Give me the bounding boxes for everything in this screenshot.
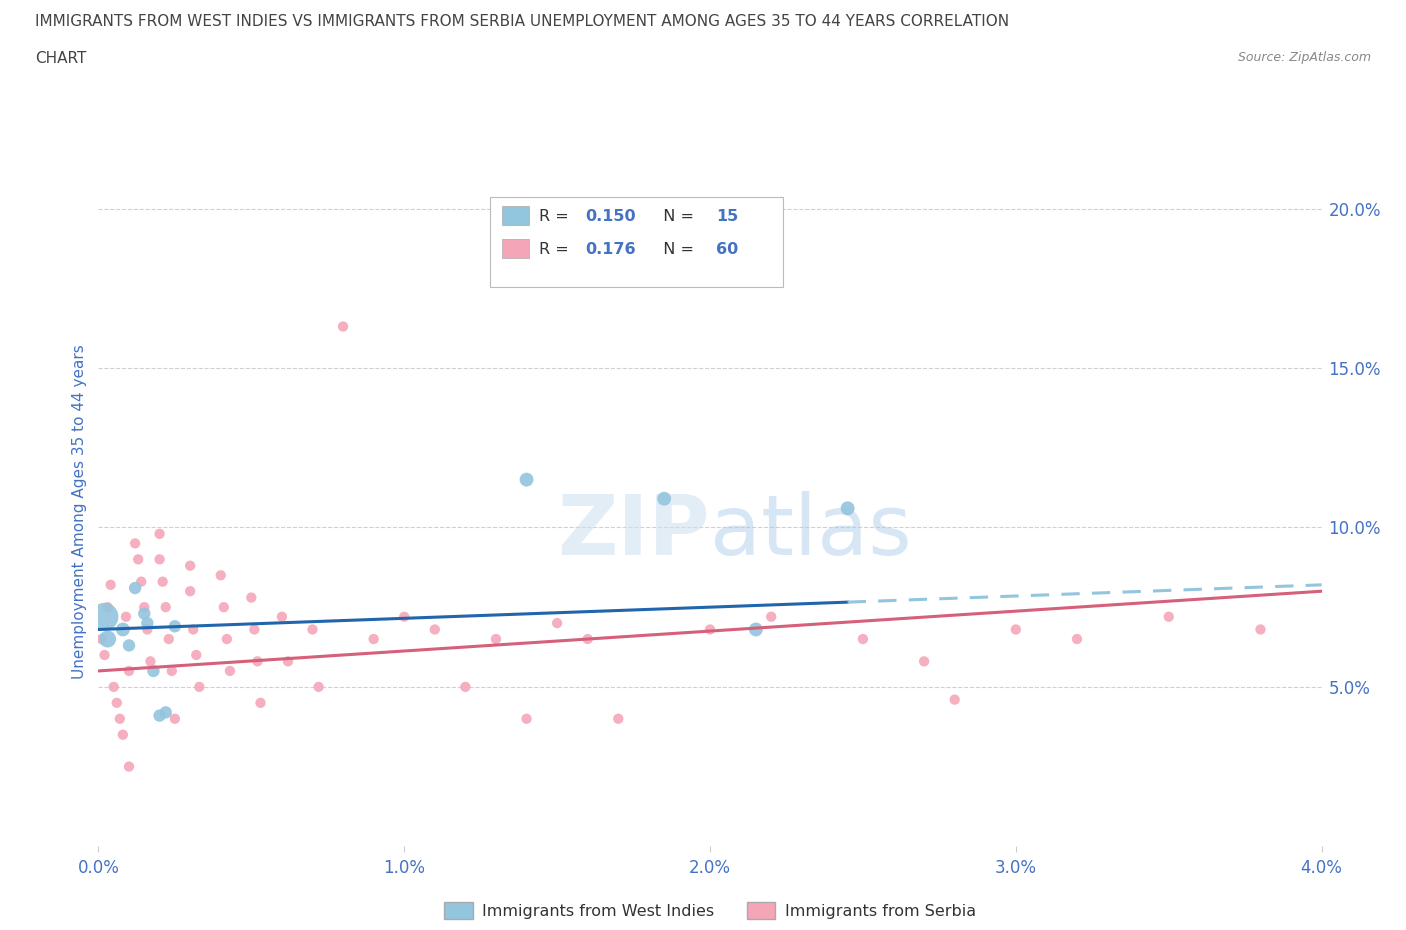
Point [118,663,141,678]
Point [90,631,112,646]
Point [163,618,186,633]
Point [652,491,675,506]
Point [179,584,201,599]
Point [149,551,172,566]
Point [1157,609,1180,624]
Point [160,663,183,678]
Point [115,609,138,624]
Text: 0.176: 0.176 [585,242,636,258]
Point [97,600,120,615]
Point [186,647,208,662]
Point [485,631,508,646]
Point [181,622,204,637]
Point [546,616,568,631]
Point [136,622,159,637]
Point [943,692,966,707]
FancyBboxPatch shape [489,197,783,287]
Point [163,711,186,726]
Point [149,708,172,723]
Y-axis label: Unemployment Among Ages 35 to 44 years: Unemployment Among Ages 35 to 44 years [72,344,87,679]
Point [607,711,630,726]
Point [111,727,134,742]
Point [155,705,177,720]
Point [363,631,385,646]
Point [129,574,152,589]
Point [97,631,120,646]
Text: CHART: CHART [35,51,87,66]
Point [1066,631,1088,646]
Point [308,680,330,695]
Point [249,696,271,711]
Point [136,616,159,631]
Point [127,551,149,566]
Point [111,622,134,637]
Text: R =: R = [538,208,574,224]
Point [576,631,599,646]
Point [108,711,131,726]
Text: N =: N = [652,242,699,258]
Point [301,622,323,637]
Text: N =: N = [652,208,699,224]
Point [209,568,232,583]
Point [759,609,782,624]
Point [454,680,477,695]
Point [188,680,211,695]
Point [243,622,266,637]
Point [149,526,172,541]
Point [246,654,269,669]
Text: R =: R = [538,242,574,258]
Text: ZIP: ZIP [558,491,710,572]
Point [852,631,875,646]
Point [516,472,538,487]
Point [699,622,721,637]
Point [100,578,122,592]
Point [516,711,538,726]
Point [240,591,263,605]
Point [103,680,125,695]
Point [837,501,859,516]
Point [134,600,156,615]
Point [270,609,294,624]
Point [423,622,446,637]
Point [142,663,165,678]
Point [93,647,115,662]
Bar [502,239,529,259]
Point [93,609,115,624]
Point [124,536,146,551]
Point [1004,622,1026,637]
Point [1249,622,1271,637]
Text: 60: 60 [716,242,738,258]
Point [332,319,354,334]
Text: Source: ZipAtlas.com: Source: ZipAtlas.com [1237,51,1371,64]
Point [124,580,146,595]
Point [912,654,935,669]
Point [392,609,416,624]
Legend: Immigrants from West Indies, Immigrants from Serbia: Immigrants from West Indies, Immigrants … [437,896,983,925]
Point [179,558,201,573]
Point [152,574,174,589]
Text: 0.150: 0.150 [585,208,636,224]
Text: 15: 15 [716,208,738,224]
Point [134,606,156,621]
Point [155,600,177,615]
Point [212,600,235,615]
Text: IMMIGRANTS FROM WEST INDIES VS IMMIGRANTS FROM SERBIA UNEMPLOYMENT AMONG AGES 35: IMMIGRANTS FROM WEST INDIES VS IMMIGRANT… [35,14,1010,29]
Point [105,696,128,711]
Point [219,663,242,678]
Text: atlas: atlas [710,491,911,572]
Point [277,654,299,669]
Point [745,622,768,637]
Point [118,759,141,774]
Point [157,631,180,646]
Point [215,631,238,646]
Bar [502,206,529,225]
Point [118,638,141,653]
Point [139,654,162,669]
